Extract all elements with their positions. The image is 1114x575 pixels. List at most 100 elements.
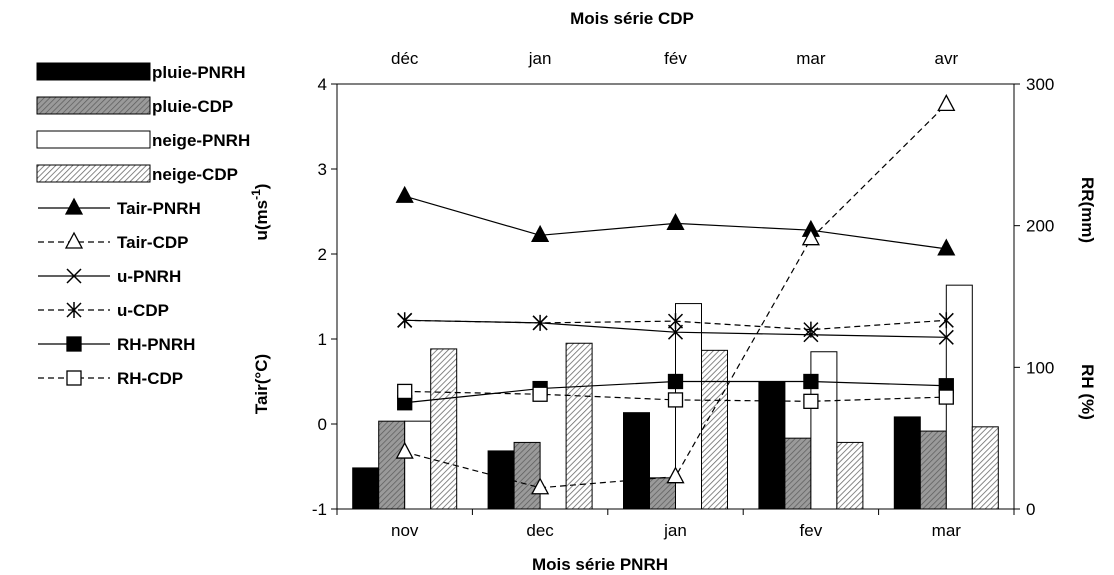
bar-pluie-CDP-0 [378,420,406,510]
legend-item-RH-PNRH: RH-PNRH [38,335,195,354]
legend-item-u-CDP: u-CDP [38,301,169,320]
point-Tair-CDP-0 [395,441,414,459]
left-tick-label: 0 [318,415,327,434]
point-Tair-PNRH-4-shape [937,238,956,256]
legend: pluie-PNRH pluie-CDP neige-PNRH neige-CDP Ta… [36,62,250,388]
point-u-CDP-2-shape [667,313,684,330]
bar-neige-CDP-3 [836,441,864,510]
legend-marker-shape [66,336,82,352]
left-axis-label-u-sup: -1 [249,189,263,200]
left-axis-label-tair: Tair(°C) [252,354,271,414]
point-Tair-PNRH-1 [531,224,550,242]
legend-label: Tair-CDP [117,233,188,252]
point-RH-CDP-0-shape [397,383,413,400]
point-Tair-CDP-2-shape [666,466,685,484]
point-RH-CDP-3-shape [803,393,819,409]
point-Tair-PNRH-1-shape [531,224,550,242]
left-tick-label: 2 [318,245,327,264]
point-u-PNRH-4 [938,329,954,345]
bar-pluie-PNRH-1 [487,450,515,510]
top-tick-label: mar [796,49,826,68]
right-axis-label-rh: RH (%) [1078,364,1097,420]
right-axis-label-rr: RR(mm) [1078,177,1097,243]
bottom-tick-label: nov [391,521,419,540]
point-Tair-PNRH-0-shape [395,185,414,203]
right-tick-label: 300 [1026,75,1054,94]
bottom-tick-label: dec [526,521,554,540]
left-axis-label-u: u(ms-1) [249,184,271,241]
bar-pluie-PNRH-2 [623,412,650,510]
bar-pluie-PNRH-0 [352,467,380,510]
legend-label: neige-CDP [152,165,238,184]
left-axis-label-u-close: ) [252,184,271,190]
point-u-PNRH-2-shape [667,324,684,340]
bar-pluie-CDP-3 [784,437,812,510]
point-u-CDP-0 [397,312,413,329]
legend-label: RH-CDP [117,369,183,388]
legend-label: neige-PNRH [152,131,250,150]
point-u-PNRH-4-shape [938,329,954,345]
point-u-CDP-1-shape [532,314,548,331]
point-Tair-CDP-3-shape [801,228,820,246]
point-RH-PNRH-3-shape [803,373,819,390]
legend-item-u-PNRH: u-PNRH [38,267,181,286]
right-tick-label: 100 [1026,358,1054,377]
point-RH-CDP-2 [667,392,684,408]
left-tick-label: 4 [318,75,327,94]
point-u-CDP-1 [532,314,548,331]
legend-marker-shape [64,197,84,215]
point-u-CDP-4-shape [938,312,954,329]
legend-item-neige-PNRH: neige-PNRH [36,130,250,150]
legend-marker-shape [64,231,84,249]
top-axis-title: Mois série CDP [570,9,694,28]
point-Tair-CDP-2 [666,466,685,484]
point-Tair-CDP-3 [801,228,820,246]
legend-marker [66,370,82,386]
bar-pluie-CDP-4 [919,430,947,510]
point-Tair-CDP-1 [531,477,550,495]
line-layer [395,94,956,495]
point-RH-PNRH-3 [803,373,819,390]
legend-marker [64,197,84,215]
point-Tair-CDP-0-shape [395,441,414,459]
top-tick-label: avr [934,49,958,68]
left-tick-label: -1 [312,500,327,519]
legend-label: Tair-PNRH [117,199,201,218]
point-RH-CDP-1-shape [532,386,548,402]
legend-label: pluie-CDP [152,97,233,116]
bottom-tick-label: jan [663,521,687,540]
point-RH-CDP-1 [532,386,548,402]
left-tick-label: 1 [318,330,327,349]
point-u-PNRH-2 [667,324,684,340]
point-u-CDP-3-shape [803,321,819,338]
point-Tair-CDP-4-shape [937,94,956,112]
point-Tair-CDP-1-shape [531,477,550,495]
axes-layer: -1 0 1 2 3 4 0 100 200 300 nov dec jan fev mar déc jan fé… [312,49,1055,540]
point-RH-CDP-0 [397,383,413,400]
bottom-tick-label: mar [932,521,962,540]
legend-label: u-CDP [117,301,169,320]
plot-frame [336,83,1015,510]
legend-item-pluie-CDP: pluie-CDP [36,96,233,116]
legend-item-RH-CDP: RH-CDP [38,369,183,388]
legend-item-neige-CDP: neige-CDP [36,164,238,184]
point-u-CDP-0-shape [397,312,413,329]
legend-swatch [36,130,151,149]
right-tick-label: 0 [1026,500,1035,519]
point-RH-PNRH-2-shape [667,373,684,390]
bar-layer [352,284,999,510]
legend-marker [66,302,82,318]
top-tick-label: déc [391,49,419,68]
legend-marker-shape [66,302,82,318]
point-RH-CDP-4-shape [938,389,954,405]
point-Tair-PNRH-2-shape [666,213,685,231]
bar-pluie-CDP-1 [513,441,541,510]
right-tick-label: 200 [1026,217,1054,236]
point-u-CDP-4 [938,312,954,329]
legend-item-Tair-CDP: Tair-CDP [38,231,188,252]
bottom-axis-title: Mois série PNRH [532,555,668,574]
point-Tair-PNRH-0 [395,185,414,203]
point-RH-CDP-2-shape [667,392,684,408]
bar-neige-CDP-0 [430,348,458,510]
